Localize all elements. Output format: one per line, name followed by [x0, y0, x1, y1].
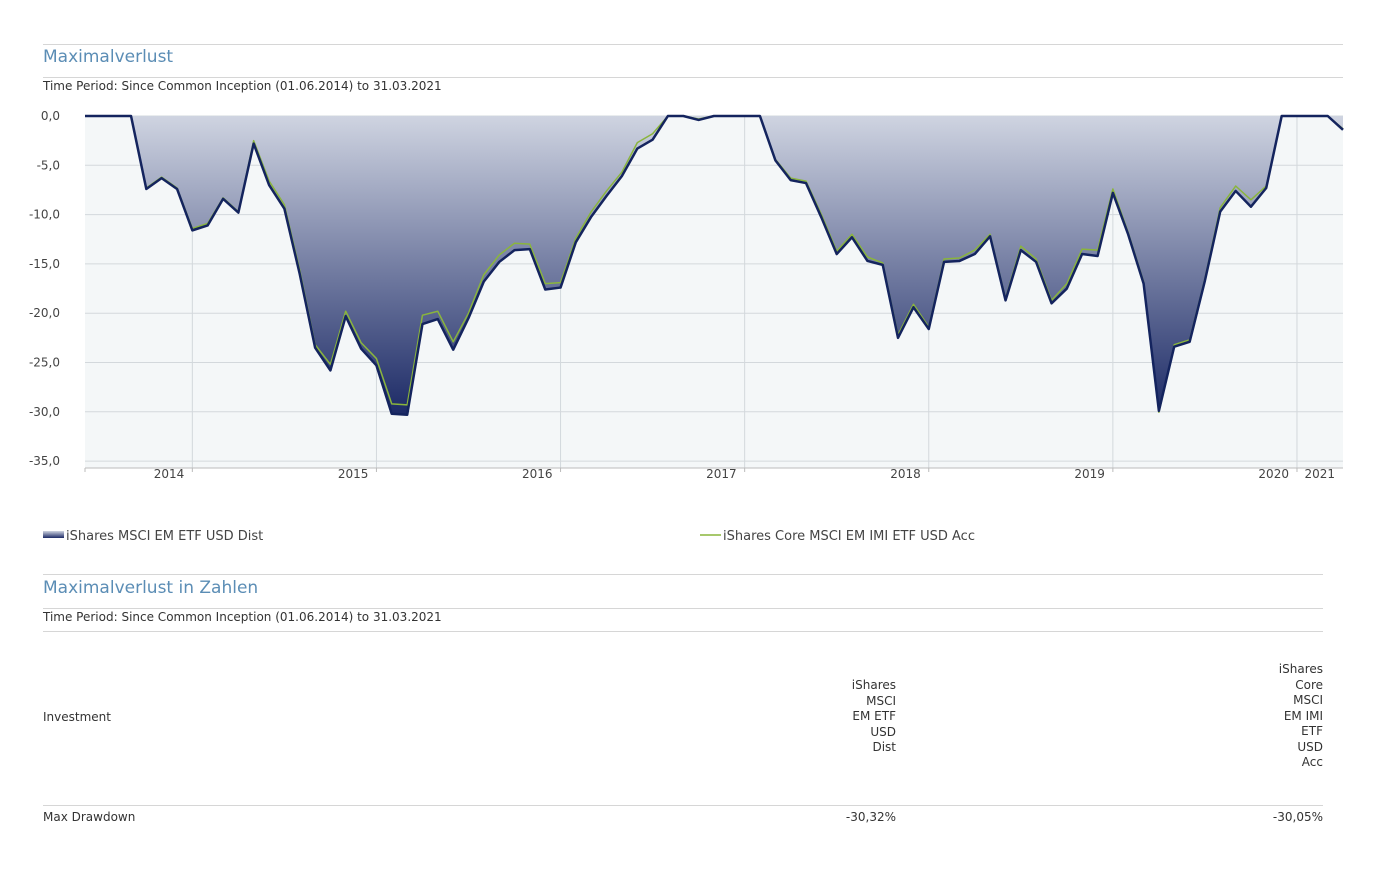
y-tick-label: -10,0 [29, 208, 60, 222]
y-tick-label: -20,0 [29, 306, 60, 320]
table-header: iShares MSCI EM ETF USD Dist [851, 678, 896, 754]
y-tick-label: -30,0 [29, 405, 60, 419]
section-subtitle: Time Period: Since Common Inception (01.… [43, 610, 442, 624]
x-tick-label: 2017 [706, 467, 737, 481]
divider [43, 631, 1323, 632]
line [85, 114, 1344, 417]
table-header: Investment [43, 710, 111, 724]
divider [43, 574, 1323, 575]
y-tick-label: -25,0 [29, 355, 60, 369]
x-tick-label: 2018 [890, 467, 921, 481]
table-cell: Max Drawdown [43, 810, 136, 824]
x-tick-label: 2019 [1074, 467, 1105, 481]
divider [43, 608, 1323, 609]
section-title: Maximalverlust in Zahlen [43, 578, 259, 598]
divider [43, 77, 1343, 78]
y-tick-label: 0,0 [41, 109, 60, 123]
y-tick-label: -35,0 [29, 454, 60, 468]
area [85, 116, 1343, 415]
legend-label: iShares MSCI EM ETF USD Dist [66, 529, 263, 544]
x-tick-label: 2014 [154, 467, 185, 481]
section-subtitle: Time Period: Since Common Inception (01.… [43, 79, 442, 93]
x-tick-label: 2020 [1258, 467, 1289, 481]
table-cell: -30,05% [1272, 810, 1323, 824]
chart: 0,0 -5,0 -10,0 -15,0 -20,0 -25,0 -30,0 -35,0 201… [29, 109, 1344, 544]
y-tick-label: -15,0 [29, 257, 60, 271]
legend-swatch [43, 531, 64, 538]
x-tick-label: 2021 [1304, 467, 1335, 481]
divider [43, 805, 1323, 806]
table-header: iShares Core MSCI EM IMI ETF USD Acc [1278, 662, 1323, 769]
section-title: Maximalverlust [43, 47, 174, 67]
x-tick-label: 2015 [338, 467, 369, 481]
table-cell: -30,32% [845, 810, 896, 824]
divider [43, 44, 1343, 45]
x-tick-label: 2016 [522, 467, 553, 481]
y-tick-label: -5,0 [37, 158, 60, 172]
legend-label: iShares Core MSCI EM IMI ETF USD Acc [723, 529, 975, 544]
